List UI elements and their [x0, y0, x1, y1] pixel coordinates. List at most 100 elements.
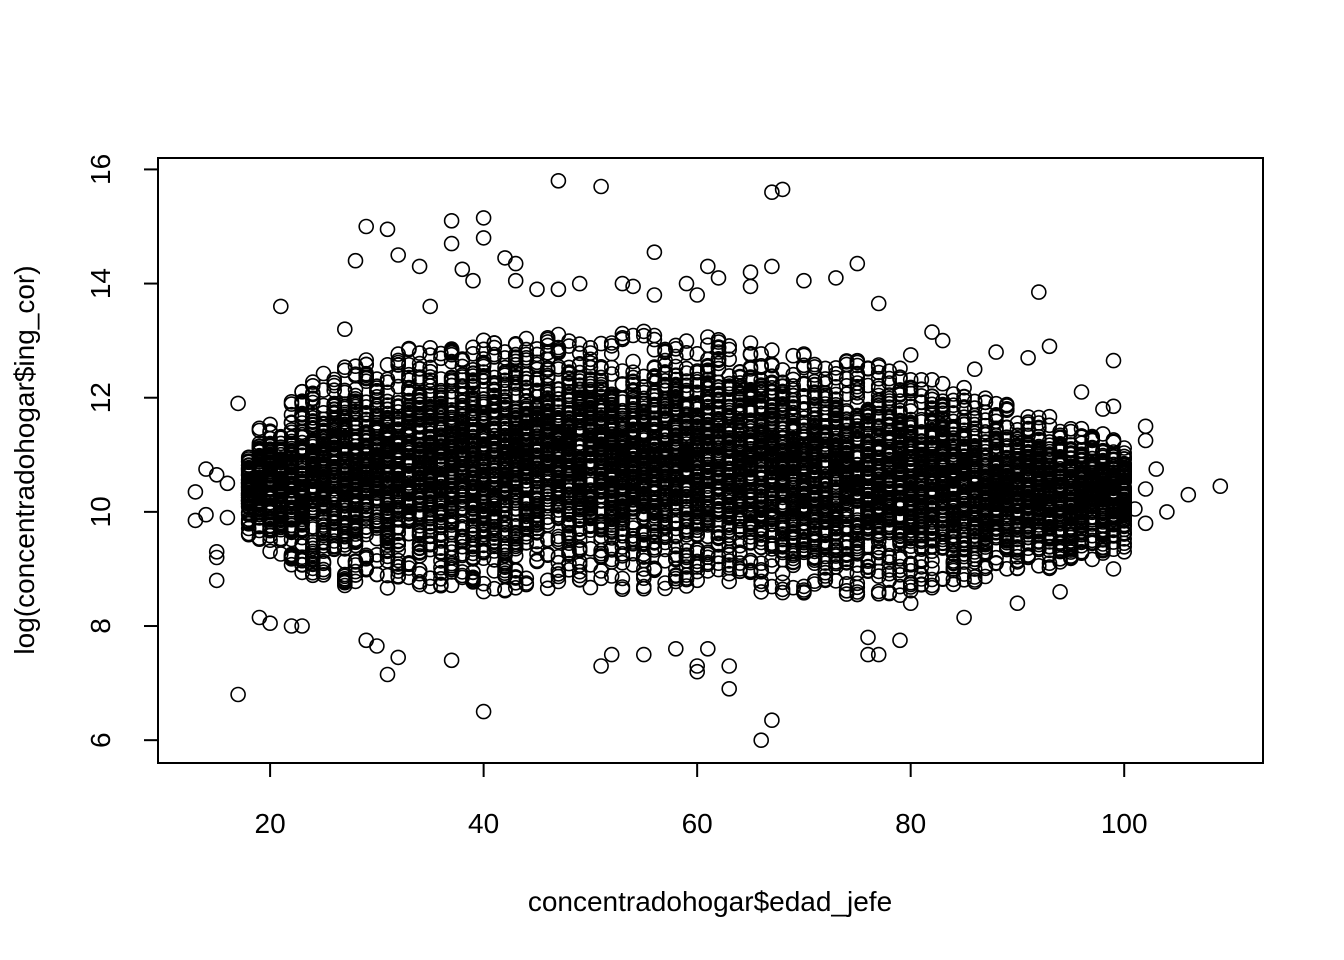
data-point [443, 353, 460, 370]
data-point [433, 553, 449, 569]
data-point [262, 416, 278, 433]
data-point [422, 372, 439, 389]
data-point [251, 420, 268, 437]
data-point [294, 434, 310, 451]
data-point [390, 552, 407, 569]
data-point [443, 555, 460, 572]
data-point [379, 371, 396, 388]
data-point [304, 386, 321, 403]
data-point [422, 347, 439, 363]
data-point [411, 417, 428, 434]
data-point [390, 536, 407, 553]
data-point [369, 553, 385, 569]
data-point [401, 505, 417, 522]
data-point [411, 370, 428, 387]
data-point [283, 393, 300, 410]
data-point [358, 352, 375, 368]
data-point [347, 573, 364, 590]
data-point [283, 414, 300, 431]
data-point [390, 357, 407, 373]
data-point [315, 555, 332, 572]
data-point [358, 561, 375, 578]
data-point [369, 388, 385, 405]
data-point [454, 433, 471, 450]
data-point [390, 493, 407, 510]
data-point [262, 442, 278, 459]
data-point [283, 455, 300, 472]
data-point [294, 424, 310, 441]
data-point [304, 394, 321, 411]
data-point [465, 339, 481, 356]
data-point [443, 341, 460, 357]
data-point [401, 356, 417, 373]
data-point [411, 573, 428, 590]
data-point [347, 390, 364, 407]
data-point [262, 543, 278, 560]
data-point [369, 371, 385, 387]
data-point [411, 565, 428, 582]
data-point [625, 353, 641, 370]
data-point [294, 522, 310, 539]
data-point [326, 382, 343, 399]
data-point [347, 531, 364, 548]
data-point [411, 527, 428, 543]
data-points [187, 173, 1229, 749]
data-point [390, 542, 407, 559]
data-point [422, 528, 439, 545]
data-point [465, 545, 481, 562]
data-point [390, 352, 407, 369]
data-point [315, 566, 332, 583]
data-point [315, 419, 332, 436]
data-point [411, 355, 428, 372]
data-point [336, 359, 353, 376]
data-point [347, 394, 364, 411]
data-point [369, 398, 385, 415]
data-point [390, 532, 407, 549]
data-point [433, 576, 449, 593]
data-point [433, 559, 449, 576]
data-point [358, 549, 375, 566]
data-point [401, 340, 417, 357]
data-point [326, 371, 343, 388]
data-point [443, 508, 460, 525]
data-point [294, 394, 310, 410]
data-point [358, 493, 375, 510]
data-point [401, 555, 417, 571]
data-point [304, 377, 321, 394]
data-point [347, 414, 364, 431]
data-point [336, 574, 353, 591]
data-point [401, 525, 417, 542]
data-point [294, 405, 310, 422]
data-point [358, 367, 375, 383]
data-point [379, 532, 396, 549]
data-point [336, 406, 353, 423]
data-point [347, 523, 364, 539]
data-point [401, 485, 417, 501]
data-point [422, 470, 439, 487]
data-point [411, 517, 428, 534]
data-point [443, 492, 460, 508]
data-point [539, 580, 556, 597]
data-point [304, 374, 321, 390]
data-point [304, 545, 321, 562]
data-point [283, 406, 300, 423]
data-point [326, 540, 343, 557]
data-point [390, 559, 407, 575]
data-point [422, 578, 439, 595]
data-point [240, 520, 257, 537]
data-point [475, 550, 492, 567]
data-point [379, 580, 396, 596]
data-point [422, 541, 439, 558]
data-point [315, 382, 332, 398]
data-point [358, 511, 375, 527]
data-point [369, 475, 385, 491]
data-point [411, 544, 428, 561]
data-point [422, 359, 439, 376]
data-point [326, 505, 343, 522]
data-point [465, 395, 481, 412]
data-point [603, 345, 620, 362]
data-point [390, 467, 407, 484]
data-point [433, 540, 449, 557]
data-point [422, 387, 439, 404]
